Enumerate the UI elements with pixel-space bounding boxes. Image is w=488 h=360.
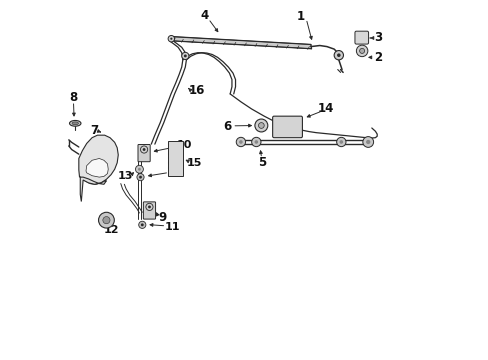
Text: 3: 3	[373, 31, 382, 45]
Circle shape	[139, 176, 142, 179]
FancyBboxPatch shape	[143, 202, 155, 219]
Text: 5: 5	[257, 156, 265, 168]
Circle shape	[135, 165, 143, 173]
Circle shape	[141, 224, 143, 226]
Circle shape	[258, 123, 264, 129]
Circle shape	[170, 38, 172, 40]
Circle shape	[359, 48, 364, 53]
Text: 2: 2	[373, 51, 382, 64]
Text: 9: 9	[158, 211, 166, 224]
Polygon shape	[79, 135, 118, 184]
Circle shape	[254, 140, 258, 144]
Circle shape	[182, 52, 188, 59]
Circle shape	[366, 140, 369, 144]
Circle shape	[339, 140, 343, 144]
Circle shape	[138, 168, 141, 171]
Circle shape	[148, 206, 151, 208]
Text: 11: 11	[167, 165, 183, 175]
Text: 13: 13	[118, 171, 133, 181]
Circle shape	[102, 217, 110, 224]
Circle shape	[336, 137, 346, 147]
Text: 8: 8	[69, 91, 77, 104]
Circle shape	[362, 136, 373, 147]
Circle shape	[251, 137, 261, 147]
Text: 6: 6	[223, 120, 231, 133]
Text: 11: 11	[164, 222, 180, 231]
Circle shape	[336, 53, 340, 57]
Circle shape	[239, 140, 242, 144]
Ellipse shape	[72, 122, 78, 125]
Polygon shape	[80, 177, 106, 202]
Text: 10: 10	[177, 140, 192, 150]
Text: 16: 16	[188, 84, 205, 97]
Text: 7: 7	[90, 124, 98, 137]
Circle shape	[142, 148, 145, 151]
Circle shape	[183, 54, 186, 57]
Circle shape	[236, 137, 245, 147]
Circle shape	[99, 212, 114, 228]
Text: 1: 1	[296, 10, 304, 23]
Circle shape	[356, 45, 367, 57]
Ellipse shape	[69, 121, 81, 126]
Text: 4: 4	[200, 9, 208, 22]
Circle shape	[333, 50, 343, 60]
Circle shape	[168, 36, 174, 42]
Polygon shape	[86, 158, 108, 177]
Circle shape	[254, 119, 267, 132]
Bar	[168, 141, 183, 176]
Text: 15: 15	[186, 158, 202, 168]
Text: 12: 12	[103, 225, 119, 235]
Text: 14: 14	[317, 102, 334, 115]
Circle shape	[139, 221, 145, 228]
FancyBboxPatch shape	[272, 116, 302, 138]
Polygon shape	[171, 37, 311, 49]
FancyBboxPatch shape	[138, 144, 150, 162]
Circle shape	[137, 174, 144, 181]
FancyBboxPatch shape	[354, 31, 368, 44]
